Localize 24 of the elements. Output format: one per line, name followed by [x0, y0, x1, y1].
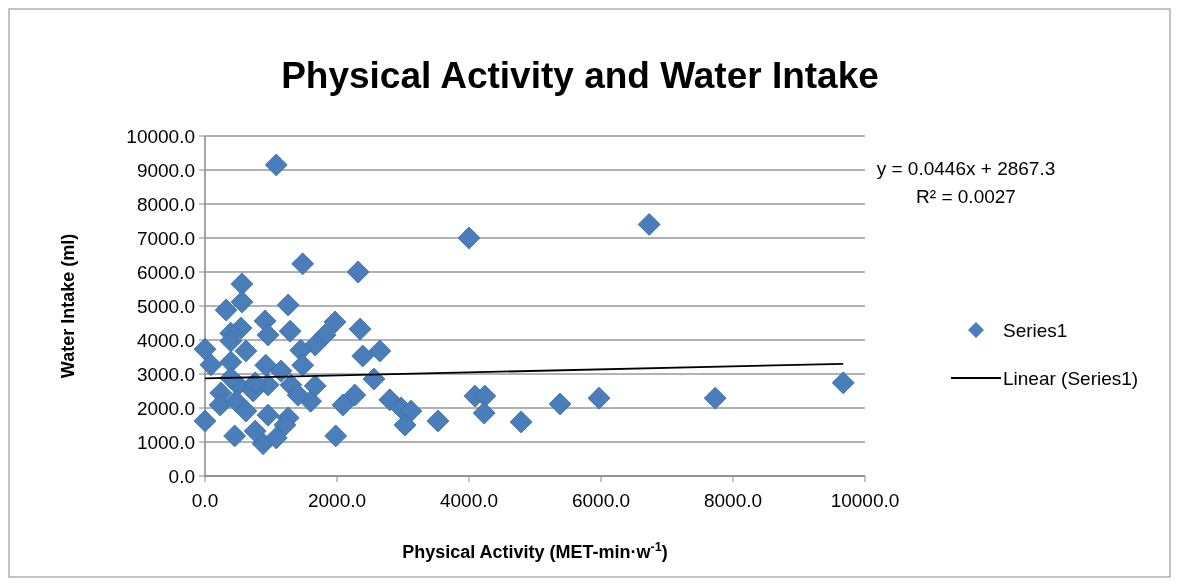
y-tick-label: 0.0 — [168, 465, 195, 487]
chart-title: Physical Activity and Water Intake — [281, 55, 879, 96]
x-tick-label: 4000.0 — [439, 490, 499, 511]
legend-label: Series1 — [1003, 319, 1068, 341]
legend-label: Linear (Series1) — [1003, 367, 1139, 389]
y-tick-label: 5000.0 — [136, 295, 195, 317]
x-tick-label: 10000.0 — [830, 490, 900, 511]
x-tick-label: 6000.0 — [571, 490, 631, 511]
y-tick-label: 1000.0 — [136, 431, 195, 453]
y-tick-label: 3000.0 — [136, 363, 195, 385]
y-tick-label: 8000.0 — [136, 193, 195, 215]
x-axis-title: Physical Activity (MET-min·w$^{-1}$) — [402, 540, 668, 562]
x-tick-label: 8000.0 — [703, 490, 763, 511]
y-tick-label: 4000.0 — [136, 329, 195, 351]
x-tick-label: 2000.0 — [307, 490, 367, 511]
y-axis-title: Water Intake (ml) — [58, 233, 78, 379]
y-tick-label: 9000.0 — [136, 159, 195, 181]
y-tick-label: 10000.0 — [126, 125, 195, 147]
text: R² = 0.0027 — [916, 186, 1016, 207]
text: y = 0.0446x + 2867.3 — [876, 158, 1056, 179]
x-tick-label: 0.0 — [191, 490, 219, 511]
y-tick-label: 2000.0 — [136, 397, 195, 419]
y-tick-label: 6000.0 — [136, 261, 195, 283]
y-tick-label: 7000.0 — [136, 227, 195, 249]
